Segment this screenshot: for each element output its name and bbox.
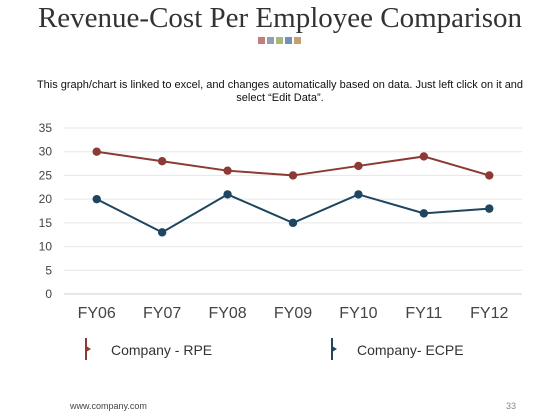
y-tick-label: 10 (39, 240, 53, 254)
slide-title: Revenue-Cost Per Employee Comparison (37, 2, 523, 34)
subtitle-line-1: This graph/chart is linked to excel, and… (36, 79, 524, 91)
page-number: 33 (506, 401, 517, 411)
data-point (485, 204, 494, 213)
y-tick-label: 0 (45, 287, 52, 301)
data-point (157, 228, 167, 237)
y-tick-label: 35 (39, 121, 53, 135)
data-point (288, 218, 298, 228)
x-tick-label: FY08 (208, 305, 246, 322)
legend-label: Company - RPE (111, 342, 212, 358)
deco-square-4 (285, 37, 292, 44)
data-point (157, 157, 167, 166)
data-point (419, 209, 429, 218)
data-point (354, 190, 363, 199)
data-point (223, 190, 232, 199)
data-point (354, 161, 363, 171)
data-point (92, 147, 101, 156)
legend-marker-arrow (332, 346, 337, 352)
y-tick-label: 30 (39, 145, 53, 159)
x-tick-label: FY07 (143, 305, 181, 322)
data-point (92, 194, 101, 204)
y-tick-label: 15 (39, 216, 53, 230)
x-tick-label: FY09 (274, 305, 312, 322)
y-tick-label: 20 (39, 192, 53, 206)
decorative-squares (258, 37, 301, 44)
data-point (288, 171, 298, 180)
slide-subtitle: This graph/chart is linked to excel, and… (30, 79, 530, 105)
subtitle-line-2: select “Edit Data”. (236, 92, 324, 104)
x-tick-label: FY11 (405, 305, 442, 322)
y-tick-label: 25 (39, 168, 53, 182)
legend-marker-arrow (86, 346, 91, 352)
data-point (223, 166, 232, 175)
footer-url: www.company.com (70, 401, 147, 411)
y-tick-label: 5 (45, 263, 52, 277)
x-tick-label: FY12 (470, 305, 508, 322)
deco-square-2 (267, 37, 274, 44)
data-point (485, 171, 494, 180)
legend-label: Company- ECPE (357, 342, 464, 358)
deco-square-5 (294, 37, 301, 44)
x-tick-label: FY06 (78, 305, 116, 322)
deco-square-3 (276, 37, 283, 44)
x-tick-label: FY10 (339, 305, 377, 322)
deco-square-1 (258, 37, 265, 44)
data-point (419, 152, 429, 161)
